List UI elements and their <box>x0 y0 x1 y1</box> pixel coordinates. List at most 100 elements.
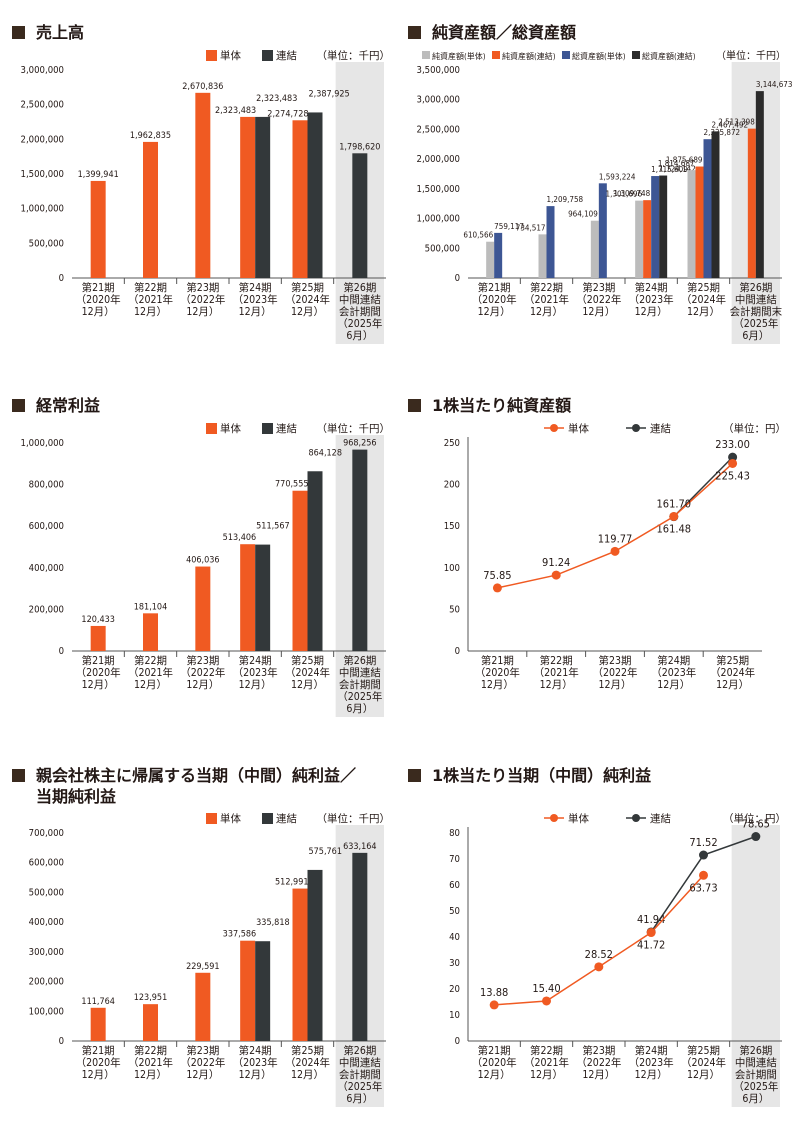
data-label: 511,567 <box>256 522 289 532</box>
x-tick-label: 12月） <box>239 679 272 691</box>
data-label: 864,128 <box>309 448 342 458</box>
data-label: 91.24 <box>542 556 570 569</box>
chart-panel-net-income: 親会社株主に帰属する当期（中間）純利益／ 当期純利益 0 100,000 200,0… <box>8 765 398 1125</box>
x-tick-label: （2025年 <box>337 690 382 703</box>
x-tick-label: 12月） <box>82 1069 115 1081</box>
data-label: 63.73 <box>689 881 717 894</box>
bar <box>307 869 323 1041</box>
bar <box>598 183 607 278</box>
x-tick-label: 第22期 <box>540 654 573 667</box>
y-tick-label: 1,000,000 <box>417 214 460 225</box>
y-tick-label: 1,500,000 <box>21 169 64 180</box>
x-tick-label: （2023年 <box>233 666 278 679</box>
data-label: 2,323,483 <box>215 106 256 116</box>
data-point <box>594 962 604 972</box>
series-line <box>497 462 734 589</box>
bar <box>240 940 256 1041</box>
y-tick-label: 500,000 <box>29 887 64 898</box>
x-tick-label: 12月） <box>582 1069 615 1081</box>
y-tick-label: 30 <box>449 958 460 969</box>
sales-chart: 0 500,000 1,000,000 1,500,000 2,000,000 2,500… <box>21 49 391 344</box>
x-tick-label: 12月） <box>657 679 690 691</box>
bar <box>486 241 495 278</box>
x-tick-label: （2021年 <box>128 293 173 306</box>
x-tick-label: 会計期間 <box>339 678 381 691</box>
x-tick-label: （2025年 <box>337 317 382 330</box>
x-tick-label: 12月） <box>291 679 324 691</box>
legend-label: 単体 <box>220 49 241 62</box>
data-label: 1,715,609 <box>651 165 688 174</box>
bar <box>643 200 652 278</box>
unit-label: （単位：千円） <box>716 49 786 62</box>
data-label: 575,761 <box>309 847 342 857</box>
legend-label: 純資産額(単体) <box>432 51 486 61</box>
x-tick-label: （2020年 <box>76 293 121 306</box>
x-tick-label: 第26期 <box>739 281 772 294</box>
y-tick-label: 80 <box>449 828 460 839</box>
data-label: 233.00 <box>715 438 750 451</box>
bar <box>90 1007 106 1041</box>
x-tick-label: （2022年 <box>180 1056 225 1069</box>
bps-chart: 050100150200250第21期（2020年12月）第22期（2021年1… <box>444 422 786 691</box>
unit-label: （単位：千円） <box>317 49 391 62</box>
bar <box>195 92 211 278</box>
data-label: 75.85 <box>483 569 511 582</box>
y-tick-label: 60 <box>449 880 460 891</box>
x-tick-label: 第21期 <box>82 654 115 667</box>
data-label: 759,117 <box>494 222 524 231</box>
legend-label: 単体 <box>220 422 241 435</box>
bar <box>195 972 211 1041</box>
legend-marker <box>632 814 640 822</box>
chart-panel-sales: 売上高 0 500,000 1,000,000 1,500,000 2,000,000 2… <box>8 22 398 382</box>
data-label: 78.65 <box>742 818 770 831</box>
data-point <box>646 928 656 938</box>
legend-marker <box>550 814 558 822</box>
y-tick-label: 2,500,000 <box>21 100 64 111</box>
data-point <box>728 458 738 468</box>
x-tick-label: 12月） <box>582 306 615 318</box>
legend-swatch <box>632 51 640 59</box>
bar <box>703 139 712 278</box>
x-tick-label: 第24期 <box>635 1044 668 1057</box>
legend-label: 総資産額(単体) <box>572 51 626 61</box>
x-tick-label: 12月） <box>716 679 749 691</box>
x-tick-label: （2020年 <box>472 293 517 306</box>
x-tick-label: 第25期 <box>687 281 720 294</box>
legend-label: 純資産額(連結) <box>502 51 556 61</box>
legend-label: 総資産額(連結) <box>642 51 696 61</box>
y-tick-label: 250 <box>444 438 460 449</box>
chart-title: 1株当たり純資産額 <box>407 396 572 415</box>
x-tick-label: 第22期 <box>134 654 167 667</box>
data-label: 1,875,689 <box>666 156 703 165</box>
bar <box>755 91 764 278</box>
eps-chart: 01020304050607080第21期（2020年12月）第22期（2021… <box>449 812 786 1107</box>
x-tick-label: 12月） <box>540 679 573 691</box>
data-point <box>699 850 708 860</box>
bar <box>651 176 660 278</box>
x-tick-label: 中間連結 <box>339 666 381 679</box>
bar <box>352 449 368 651</box>
data-label: 1,209,758 <box>547 195 584 204</box>
x-tick-label: 第21期 <box>82 281 115 294</box>
x-tick-label: 第22期 <box>530 281 563 294</box>
x-tick-label: 第22期 <box>134 1044 167 1057</box>
x-tick-label: 12月） <box>186 1069 219 1081</box>
unit-label: （単位：千円） <box>317 422 391 435</box>
bar <box>255 116 271 278</box>
x-tick-label: （2024年 <box>285 1056 330 1069</box>
y-tick-label: 150 <box>444 521 460 532</box>
chart-panel-assets: 純資産額／総資産額 0 500,000 1,000,000 1,500,000 2,00… <box>404 22 794 382</box>
y-tick-label: 1,000,000 <box>21 438 64 449</box>
x-tick-label: 12月） <box>635 1069 668 1081</box>
bar <box>90 180 106 278</box>
x-tick-label: 第24期 <box>635 281 668 294</box>
legend-swatch-tantai <box>206 813 217 824</box>
x-tick-label: 12月） <box>134 306 167 318</box>
bar <box>143 141 158 278</box>
y-tick-label: 40 <box>449 932 460 943</box>
data-label: 28.52 <box>585 948 613 961</box>
x-tick-label: 第23期 <box>582 1044 615 1057</box>
y-tick-label: 3,000,000 <box>417 95 460 106</box>
chart-panel-eps: 1株当たり当期（中間）純利益 0 10 20 30 40 50 60 70 80 第21期 （202… <box>404 765 794 1125</box>
x-tick-label: 12月） <box>134 679 167 691</box>
